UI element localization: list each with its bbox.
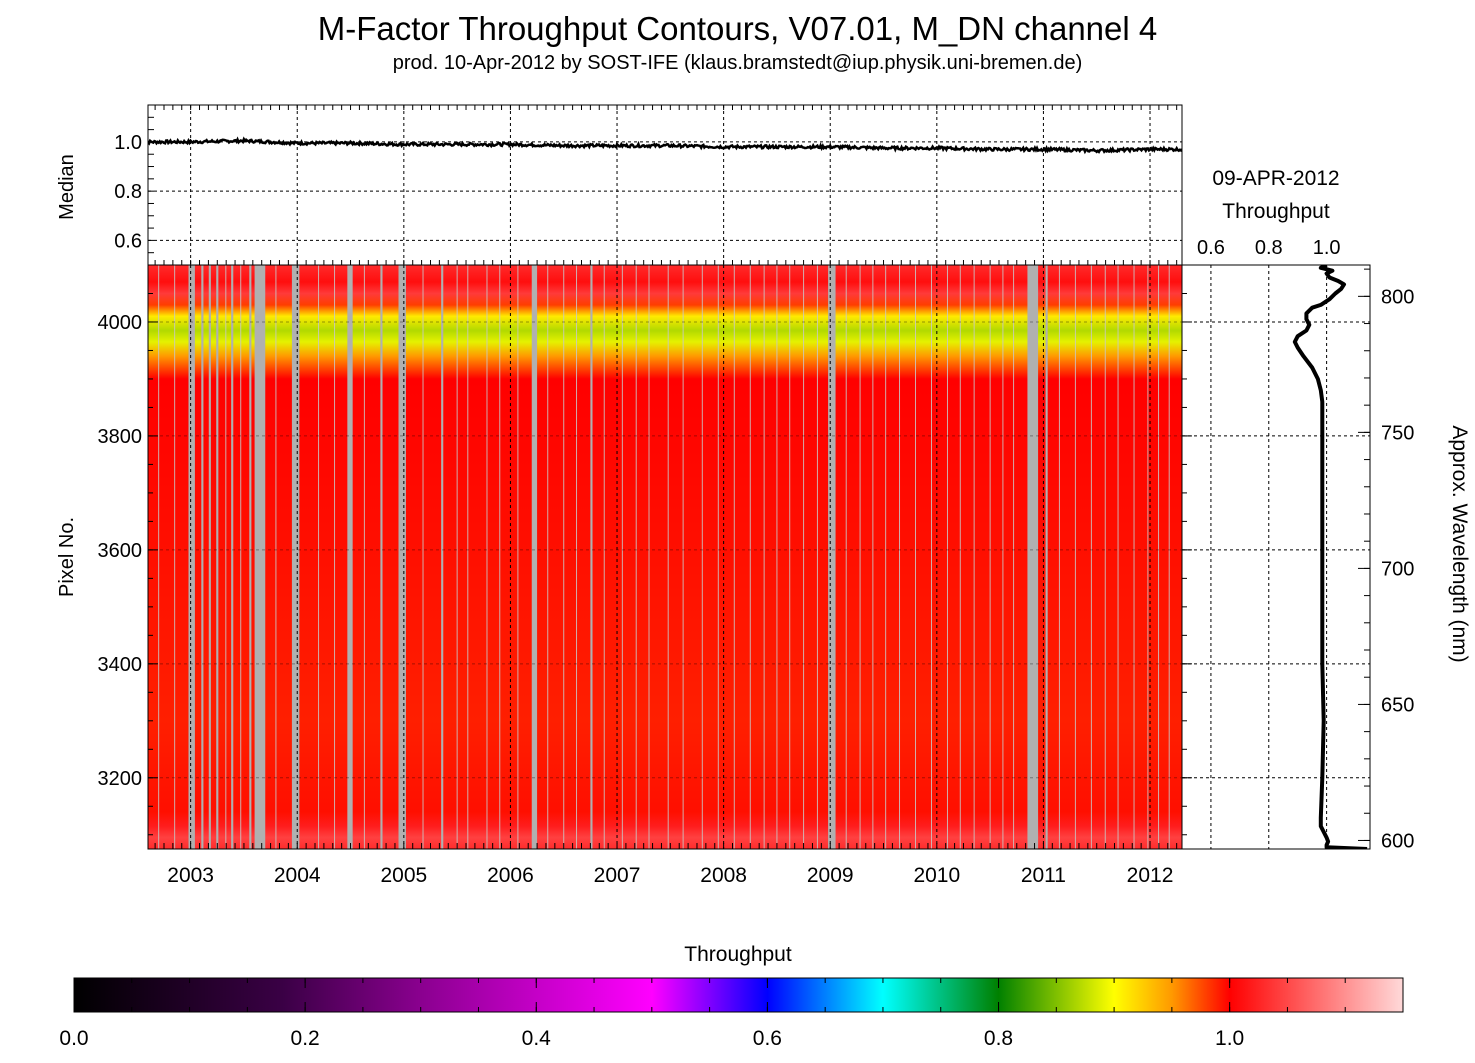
- data-gap-band: [347, 265, 353, 849]
- wavelength-axis-label: Approx. Wavelength (nm): [1448, 425, 1471, 662]
- spectrum-date-title: 09-APR-2012: [1212, 167, 1339, 190]
- colorbar-tick-label: 0.4: [522, 1027, 552, 1050]
- median-panel: 0.6 0.8 1.0 Median: [56, 104, 1183, 266]
- spectrum-x-axis-label: Throughput: [1222, 200, 1330, 223]
- heatmap-minor-ticks: [148, 264, 1178, 849]
- year-tick-label: 2009: [807, 864, 854, 887]
- heatmap-field: [148, 265, 1182, 849]
- wavelength-tick-labels: 600 650 700 750 800: [1381, 286, 1414, 852]
- colorbar-label: Throughput: [684, 943, 792, 966]
- median-axis-label: Median: [56, 154, 78, 220]
- spectrum-minor-ticks: [1182, 264, 1370, 841]
- year-tick-label: 2008: [700, 864, 747, 887]
- colorbar-gradient-bar: [73, 977, 1404, 1013]
- year-tick-label: 2006: [487, 864, 534, 887]
- colorbar-tick-label: 0.0: [59, 1027, 88, 1050]
- data-gap-band: [291, 265, 300, 849]
- year-tick-label: 2005: [380, 864, 427, 887]
- median-grid: [148, 105, 1182, 265]
- wavelength-tick-label: 750: [1381, 422, 1414, 444]
- median-line: [148, 136, 1182, 155]
- wavelength-tick-label: 650: [1381, 694, 1414, 716]
- colorbar-tick-label: 0.8: [984, 1027, 1013, 1050]
- year-tick-label: 2010: [913, 864, 960, 887]
- data-gap-band: [380, 265, 383, 849]
- data-gap-band: [398, 265, 406, 849]
- heatmap-x-tick-labels: 2003 2004 2005 2006 2007 2008 2009 2010 2011 2012: [167, 864, 1173, 887]
- data-gap-band: [188, 265, 195, 849]
- spectrum-x-tick-labels: 0.6 0.8 1.0: [1197, 237, 1341, 259]
- chart-subtitle: prod. 10-Apr-2012 by SOST-IFE (klaus.bra…: [392, 52, 1083, 74]
- data-gap-band: [249, 265, 252, 849]
- year-tick-label: 2003: [167, 864, 214, 887]
- spectrum-x-tick-label: 0.6: [1197, 237, 1225, 259]
- pixel-tick-label: 4000: [98, 312, 143, 334]
- data-gap-band: [254, 265, 266, 849]
- wavelength-tick-label: 800: [1381, 286, 1414, 308]
- data-gap-band: [590, 265, 593, 849]
- wavelength-tick-label: 600: [1381, 830, 1414, 852]
- pixel-tick-label: 3800: [98, 426, 143, 448]
- colorbar-ticks: 0.0 0.2 0.4 0.6 0.8 1.0: [59, 978, 1346, 1050]
- data-gap-band: [1045, 265, 1048, 849]
- chart-title: M-Factor Throughput Contours, V07.01, M_…: [317, 10, 1158, 47]
- colorbar: Throughput 0.0 0.2 0.4 0.6 0.8 1.0: [59, 943, 1404, 1050]
- heatmap-y-tick-labels: 3200 3400 3600 3800 4000: [98, 312, 143, 790]
- median-y-tick-labels: 0.6 0.8 1.0: [114, 132, 142, 252]
- year-tick-label: 2004: [274, 864, 321, 887]
- pixel-tick-label: 3400: [98, 654, 143, 676]
- data-gap-band: [216, 265, 219, 849]
- pixel-tick-label: 3200: [98, 768, 143, 790]
- wavelength-tick-label: 700: [1381, 558, 1414, 580]
- heatmap-grid: [148, 265, 1182, 849]
- spectrum-x-tick-label: 0.8: [1255, 237, 1283, 259]
- colorbar-tick-label: 0.2: [291, 1027, 320, 1050]
- median-tick-label: 1.0: [114, 132, 142, 154]
- spectrum-line: [1292, 265, 1368, 849]
- spectrum-grid: [1182, 265, 1370, 849]
- spectrum-frame: [1181, 264, 1371, 850]
- colorbar-tick-label: 1.0: [1215, 1027, 1244, 1050]
- year-tick-label: 2007: [594, 864, 641, 887]
- year-tick-label: 2012: [1127, 864, 1174, 887]
- median-minor-ticks: [148, 105, 1178, 266]
- median-tick-label: 0.6: [114, 230, 142, 252]
- data-gap-band: [441, 265, 444, 849]
- data-gap-band: [231, 265, 234, 849]
- data-gap-band: [208, 265, 211, 849]
- data-gap-band: [531, 265, 538, 849]
- spectrum-panel: 09-APR-2012 Throughput 0.6 0.8 1.0 600 650 7…: [1181, 167, 1471, 852]
- data-gap-band: [1027, 265, 1039, 849]
- year-tick-label: 2011: [1021, 864, 1066, 887]
- data-gap-band: [201, 265, 204, 849]
- heatmap-y-axis-label: Pixel No.: [56, 517, 78, 597]
- data-gap-band: [828, 265, 836, 849]
- colorbar-tick-label: 0.6: [753, 1027, 782, 1050]
- heatmap-data-gaps: [158, 265, 1170, 849]
- median-tick-label: 0.8: [114, 181, 142, 203]
- spectrum-x-tick-label: 1.0: [1313, 237, 1341, 259]
- heatmap-panel: 2003 2004 2005 2006 2007 2008 2009 2010 2011 2012…: [56, 264, 1183, 887]
- pixel-tick-label: 3600: [98, 540, 143, 562]
